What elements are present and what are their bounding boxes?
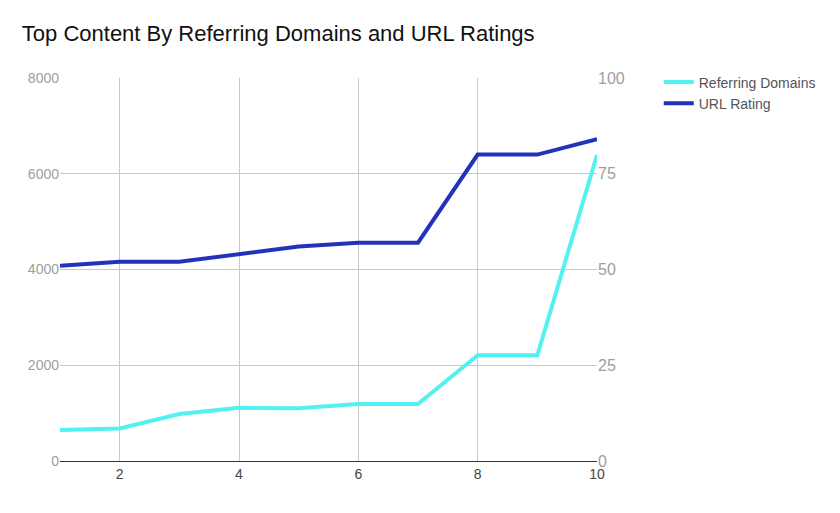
svg-text:Top Content By Referring Domai: Top Content By Referring Domains and URL… xyxy=(22,21,535,46)
svg-text:6000: 6000 xyxy=(28,166,59,182)
svg-text:0: 0 xyxy=(51,453,59,469)
svg-text:0: 0 xyxy=(598,453,607,470)
svg-text:10: 10 xyxy=(589,466,605,482)
svg-text:2: 2 xyxy=(116,466,124,482)
svg-text:75: 75 xyxy=(598,165,616,182)
svg-text:8000: 8000 xyxy=(28,70,59,86)
svg-text:Referring Domains: Referring Domains xyxy=(699,75,816,91)
svg-text:URL Rating: URL Rating xyxy=(699,96,771,112)
svg-text:50: 50 xyxy=(598,261,616,278)
svg-text:2000: 2000 xyxy=(28,357,59,373)
svg-text:25: 25 xyxy=(598,357,616,374)
svg-text:4000: 4000 xyxy=(28,261,59,277)
svg-text:8: 8 xyxy=(474,466,482,482)
svg-text:6: 6 xyxy=(354,466,362,482)
svg-text:4: 4 xyxy=(235,466,243,482)
svg-text:100: 100 xyxy=(598,70,625,87)
